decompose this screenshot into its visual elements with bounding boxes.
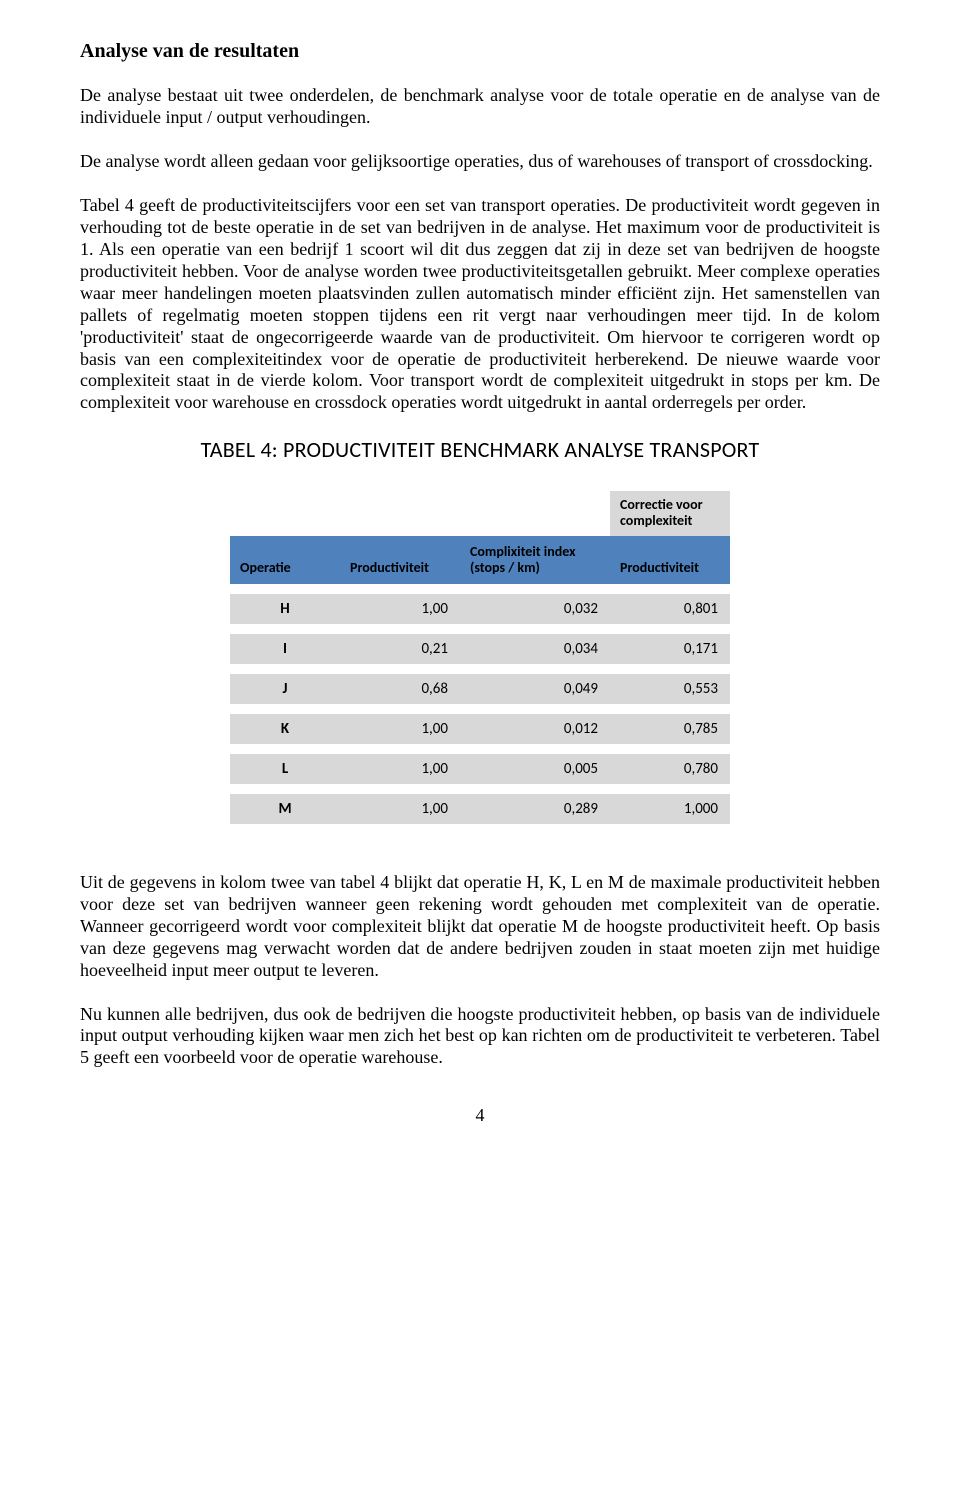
table-row: L 1,00 0,005 0,780 — [230, 754, 730, 784]
cell-p: 0,21 — [340, 634, 460, 664]
cell-op: H — [230, 594, 340, 624]
cell-ci: 0,034 — [460, 634, 610, 664]
table-row: I 0,21 0,034 0,171 — [230, 634, 730, 664]
cell-op: K — [230, 714, 340, 744]
table-col-complexiteit-index: Complixiteit index (stops / km) — [460, 536, 610, 584]
table-caption: TABEL 4: PRODUCTIVITEIT BENCHMARK ANALYS… — [80, 436, 880, 463]
table-row: J 0,68 0,049 0,553 — [230, 674, 730, 704]
cell-op: L — [230, 754, 340, 784]
body-paragraph: De analyse wordt alleen gedaan voor geli… — [80, 151, 880, 173]
section-heading: Analyse van de resultaten — [80, 40, 880, 63]
table-row: K 1,00 0,012 0,785 — [230, 714, 730, 744]
benchmark-table: Correctie voor complexiteit Operatie Pro… — [230, 491, 730, 823]
table-header-correction: Correctie voor complexiteit — [610, 491, 730, 535]
cell-pc: 1,000 — [610, 794, 730, 824]
cell-ci: 0,049 — [460, 674, 610, 704]
table-row: H 1,00 0,032 0,801 — [230, 594, 730, 624]
cell-pc: 0,801 — [610, 594, 730, 624]
cell-op: J — [230, 674, 340, 704]
cell-op: I — [230, 634, 340, 664]
body-paragraph: De analyse bestaat uit twee onderdelen, … — [80, 85, 880, 129]
cell-p: 1,00 — [340, 754, 460, 784]
page-number: 4 — [80, 1105, 880, 1126]
table-col-operatie: Operatie — [230, 536, 340, 584]
table-col-productiviteit-corr: Productiviteit — [610, 536, 730, 584]
cell-ci: 0,012 — [460, 714, 610, 744]
table-row: M 1,00 0,289 1,000 — [230, 794, 730, 824]
body-paragraph: Uit de gegevens in kolom twee van tabel … — [80, 872, 880, 982]
table-col-productiviteit: Productiviteit — [340, 536, 460, 584]
cell-pc: 0,171 — [610, 634, 730, 664]
body-paragraph: Tabel 4 geeft de productiviteitscijfers … — [80, 195, 880, 415]
cell-pc: 0,553 — [610, 674, 730, 704]
cell-p: 1,00 — [340, 794, 460, 824]
cell-pc: 0,780 — [610, 754, 730, 784]
body-paragraph: Nu kunnen alle bedrijven, dus ook de bed… — [80, 1004, 880, 1070]
cell-ci: 0,032 — [460, 594, 610, 624]
cell-p: 0,68 — [340, 674, 460, 704]
cell-p: 1,00 — [340, 594, 460, 624]
cell-ci: 0,289 — [460, 794, 610, 824]
cell-pc: 0,785 — [610, 714, 730, 744]
cell-p: 1,00 — [340, 714, 460, 744]
cell-op: M — [230, 794, 340, 824]
cell-ci: 0,005 — [460, 754, 610, 784]
